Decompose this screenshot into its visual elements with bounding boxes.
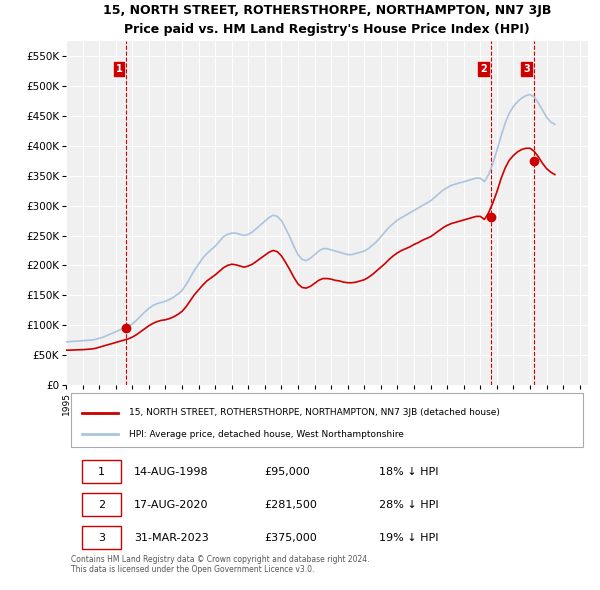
Text: £375,000: £375,000 — [265, 533, 317, 543]
FancyBboxPatch shape — [82, 460, 121, 483]
Text: 31-MAR-2023: 31-MAR-2023 — [134, 533, 209, 543]
FancyBboxPatch shape — [82, 526, 121, 549]
Text: 19% ↓ HPI: 19% ↓ HPI — [379, 533, 439, 543]
Text: 2: 2 — [480, 64, 487, 74]
Text: Contains HM Land Registry data © Crown copyright and database right 2024.
This d: Contains HM Land Registry data © Crown c… — [71, 555, 370, 574]
Text: £95,000: £95,000 — [265, 467, 310, 477]
Text: 28% ↓ HPI: 28% ↓ HPI — [379, 500, 439, 510]
Text: 3: 3 — [98, 533, 105, 543]
Text: 15, NORTH STREET, ROTHERSTHORPE, NORTHAMPTON, NN7 3JB (detached house): 15, NORTH STREET, ROTHERSTHORPE, NORTHAM… — [128, 408, 500, 418]
Text: 14-AUG-1998: 14-AUG-1998 — [134, 467, 208, 477]
Text: £281,500: £281,500 — [265, 500, 317, 510]
Text: 1: 1 — [98, 467, 105, 477]
FancyBboxPatch shape — [82, 493, 121, 516]
FancyBboxPatch shape — [71, 393, 583, 447]
Text: HPI: Average price, detached house, West Northamptonshire: HPI: Average price, detached house, West… — [128, 430, 404, 439]
Text: 3: 3 — [523, 64, 530, 74]
Text: 2: 2 — [98, 500, 105, 510]
Title: 15, NORTH STREET, ROTHERSTHORPE, NORTHAMPTON, NN7 3JB
Price paid vs. HM Land Reg: 15, NORTH STREET, ROTHERSTHORPE, NORTHAM… — [103, 4, 551, 36]
Text: 18% ↓ HPI: 18% ↓ HPI — [379, 467, 439, 477]
Text: 17-AUG-2020: 17-AUG-2020 — [134, 500, 208, 510]
Text: 1: 1 — [116, 64, 122, 74]
